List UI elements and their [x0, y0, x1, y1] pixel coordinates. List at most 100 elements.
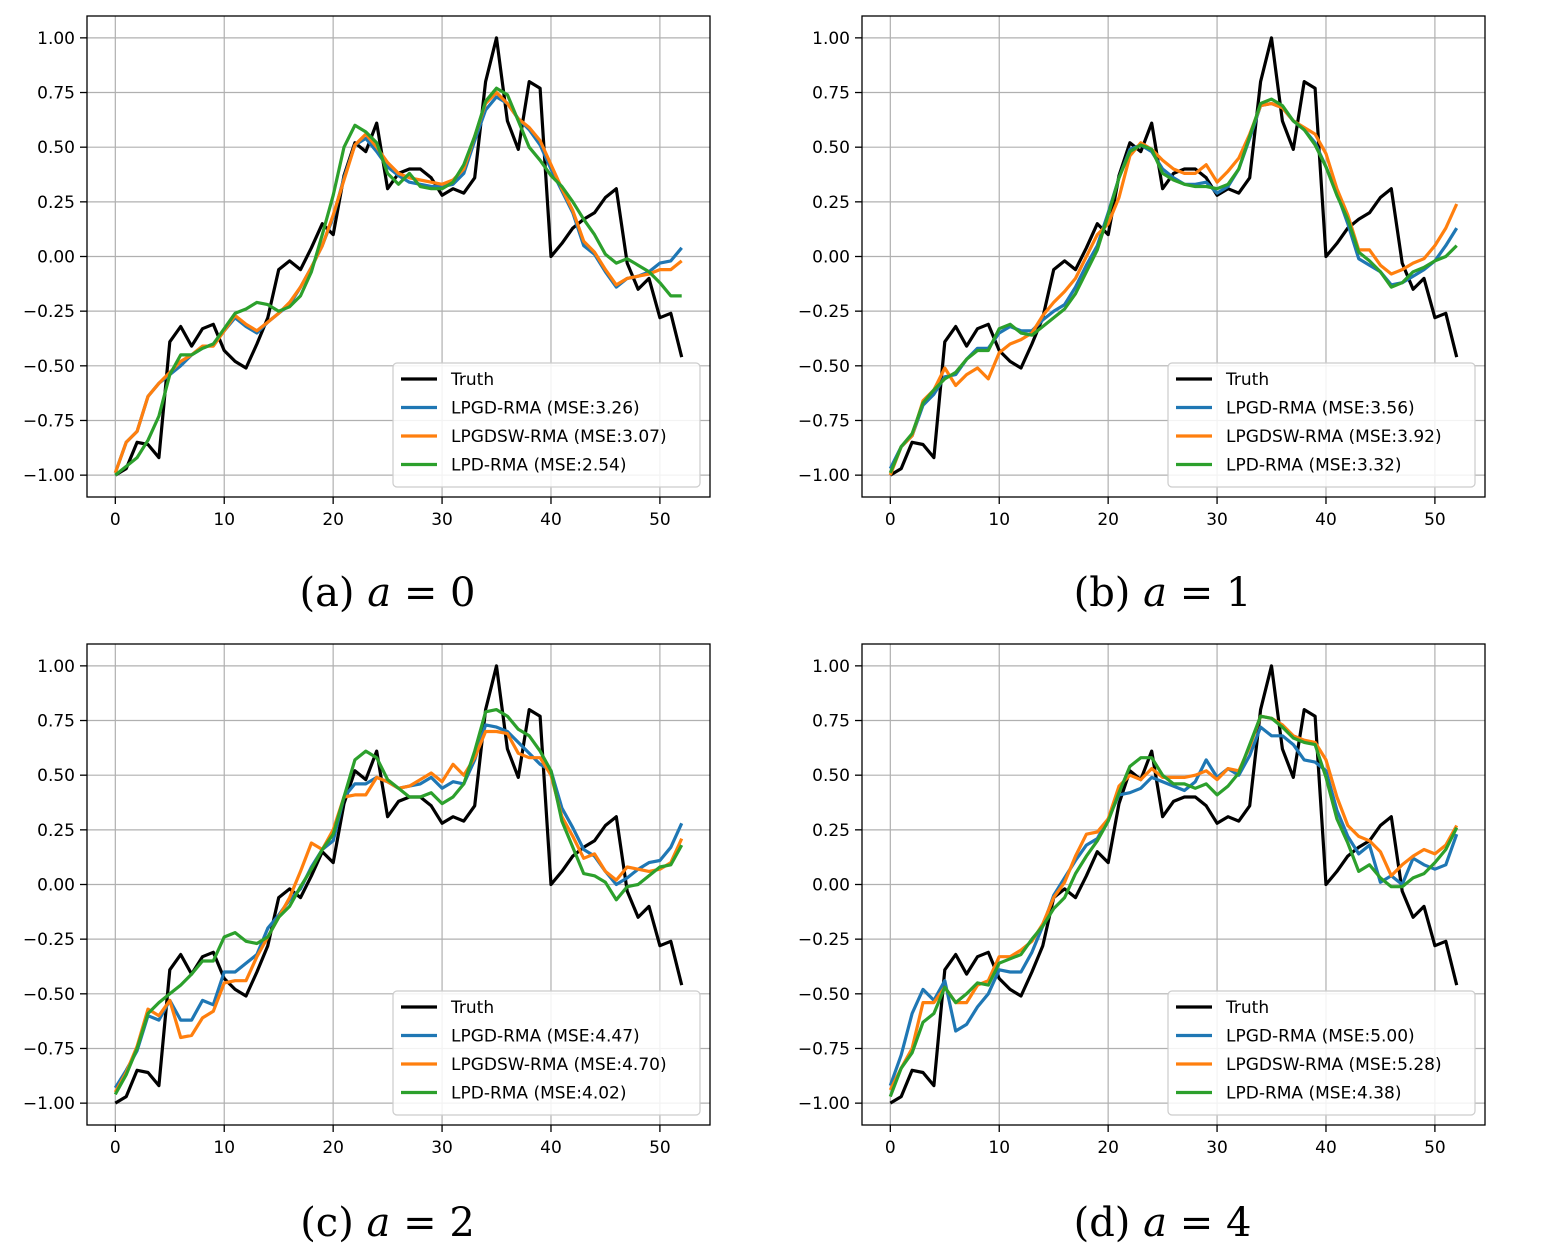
y-tick-label: −0.75 — [798, 1039, 850, 1059]
caption-equation: = 1 — [1179, 570, 1252, 616]
y-tick-label: 1.00 — [37, 29, 75, 49]
y-tick-label: 1.00 — [37, 657, 75, 677]
y-tick-label: −1.00 — [798, 1094, 850, 1114]
legend-label: LPGD-RMA (MSE:5.00) — [1226, 1027, 1415, 1047]
y-tick-label: 0.25 — [812, 193, 850, 213]
legend-label: LPGDSW-RMA (MSE:3.92) — [1226, 427, 1442, 447]
x-tick-label: 50 — [1424, 510, 1446, 530]
y-tick-label: 0.00 — [812, 248, 850, 268]
y-tick-label: −0.50 — [23, 985, 75, 1005]
caption-equation: = 4 — [1179, 1200, 1252, 1246]
series-line-truth — [889, 36, 1459, 477]
caption-b: (b) a = 1 — [775, 570, 1550, 616]
legend-label: Truth — [1225, 370, 1269, 390]
y-tick-label: −0.75 — [23, 1039, 75, 1059]
series-line-lpd-rma — [888, 97, 1458, 474]
y-tick-label: 1.00 — [812, 657, 850, 677]
x-tick-label: 20 — [1097, 510, 1119, 530]
chart-panel-c: 0 10 20 30 40 50 −1.00 −0.75 −0.50 −0.25 0.00 0.25 0… — [0, 628, 775, 1256]
legend-label: Truth — [450, 998, 494, 1018]
x-tick-label: 0 — [885, 510, 896, 530]
chart-panel-a: 0 10 20 30 40 50 −1.00 −0.75 −0.50 −0.25 0.00 0.25 0… — [0, 0, 775, 628]
legend: Truth LPGD-RMA (MSE:3.26) LPGDSW-RMA (MSE:… — [392, 362, 701, 488]
x-tick-label: 30 — [1206, 1138, 1228, 1158]
line-chart-d: 0 10 20 30 40 50 −1.00 −0.75 −0.50 −0.25 0.00 0.25 0… — [798, 643, 1486, 1158]
caption-equation: = 2 — [403, 1200, 475, 1246]
legend-label: LPD-RMA (MSE:3.32) — [1226, 456, 1402, 476]
legend: Truth LPGD-RMA (MSE:4.47) LPGDSW-RMA (MSE:… — [392, 990, 701, 1116]
x-tick-label: 50 — [1424, 1138, 1446, 1158]
series-line-lpgdsw-rma — [888, 714, 1459, 1091]
y-tick-label: −0.25 — [23, 930, 75, 950]
caption-d: (d) a = 4 — [775, 1200, 1550, 1246]
x-tick-label: 10 — [988, 510, 1010, 530]
series-line-lpd-rma — [114, 86, 682, 477]
chart-panel-d: 0 10 20 30 40 50 −1.00 −0.75 −0.50 −0.25 0.00 0.25 0… — [775, 628, 1550, 1256]
x-tick-label: 40 — [540, 510, 562, 530]
y-tick-label: 0.00 — [812, 876, 850, 896]
caption-label: (d) — [1073, 1200, 1131, 1246]
legend-label: LPGDSW-RMA (MSE:3.07) — [451, 427, 667, 447]
y-tick-label: 1.00 — [812, 29, 850, 49]
x-tick-label: 30 — [431, 510, 453, 530]
x-tick-label: 40 — [540, 1138, 562, 1158]
legend-box — [392, 990, 701, 1116]
series-line-lpgd-rma — [888, 725, 1459, 1087]
x-tick-label: 30 — [431, 1138, 453, 1158]
caption-label: (c) — [300, 1200, 354, 1246]
caption-variable: a — [1143, 1200, 1167, 1246]
series-line-lpgd-rma — [888, 101, 1459, 470]
legend-label: Truth — [450, 370, 494, 390]
x-tick-label: 40 — [1315, 510, 1337, 530]
caption-label: (a) — [299, 570, 355, 616]
legend-label: LPD-RMA (MSE:4.38) — [1226, 1084, 1402, 1104]
y-tick-label: −0.25 — [23, 302, 75, 322]
x-tick-label: 50 — [649, 510, 671, 530]
legend-label: LPD-RMA (MSE:2.54) — [451, 456, 627, 476]
x-tick-label: 40 — [1315, 1138, 1337, 1158]
y-tick-label: 0.50 — [37, 766, 75, 786]
legend: Truth LPGD-RMA (MSE:5.00) LPGDSW-RMA (MSE:… — [1167, 990, 1476, 1116]
x-tick-label: 50 — [649, 1138, 671, 1158]
y-tick-label: −1.00 — [798, 466, 850, 486]
x-tick-label: 0 — [110, 1138, 121, 1158]
y-tick-label: −1.00 — [23, 1094, 75, 1114]
y-tick-label: 0.25 — [37, 193, 75, 213]
caption-c: (c) a = 2 — [0, 1200, 775, 1246]
caption-a: (a) a = 0 — [0, 570, 775, 616]
legend-label: Truth — [1225, 998, 1269, 1018]
legend-label: LPGD-RMA (MSE:4.47) — [451, 1027, 640, 1047]
series-line-lpd-rma — [888, 714, 1459, 1098]
y-tick-label: 0.75 — [37, 712, 75, 732]
line-chart-b: 0 10 20 30 40 50 −1.00 −0.75 −0.50 −0.25 0.00 0.25 0… — [798, 15, 1486, 530]
y-tick-label: 0.75 — [812, 712, 850, 732]
caption-equation: = 0 — [403, 570, 476, 616]
line-chart-c: 0 10 20 30 40 50 −1.00 −0.75 −0.50 −0.25 0.00 0.25 0… — [23, 643, 711, 1158]
y-tick-label: −0.75 — [23, 411, 75, 431]
legend: Truth LPGD-RMA (MSE:3.56) LPGDSW-RMA (MSE:… — [1167, 362, 1476, 488]
caption-variable: a — [367, 570, 392, 616]
legend-label: LPGD-RMA (MSE:3.56) — [1226, 399, 1415, 419]
y-tick-label: 0.75 — [37, 84, 75, 104]
caption-label: (b) — [1073, 570, 1131, 616]
x-tick-label: 0 — [110, 510, 121, 530]
y-tick-label: −0.75 — [798, 411, 850, 431]
series-line-truth — [889, 664, 1459, 1105]
line-chart-a: 0 10 20 30 40 50 −1.00 −0.75 −0.50 −0.25 0.00 0.25 0… — [23, 15, 711, 530]
x-tick-label: 20 — [1097, 1138, 1119, 1158]
y-tick-label: −0.50 — [798, 985, 850, 1005]
x-tick-label: 0 — [885, 1138, 896, 1158]
legend-box — [392, 362, 701, 488]
series-line-lpd-rma — [113, 707, 684, 1096]
x-tick-label: 30 — [1206, 510, 1228, 530]
legend-label: LPD-RMA (MSE:4.02) — [451, 1084, 627, 1104]
y-tick-label: 0.50 — [812, 766, 850, 786]
y-tick-label: −0.50 — [798, 357, 850, 377]
y-tick-label: −0.50 — [23, 357, 75, 377]
x-tick-label: 10 — [988, 1138, 1010, 1158]
y-tick-label: 0.25 — [37, 821, 75, 841]
y-tick-label: 0.50 — [37, 138, 75, 158]
caption-variable: a — [366, 1200, 391, 1246]
y-tick-label: 0.00 — [37, 248, 75, 268]
y-tick-label: −1.00 — [23, 466, 75, 486]
